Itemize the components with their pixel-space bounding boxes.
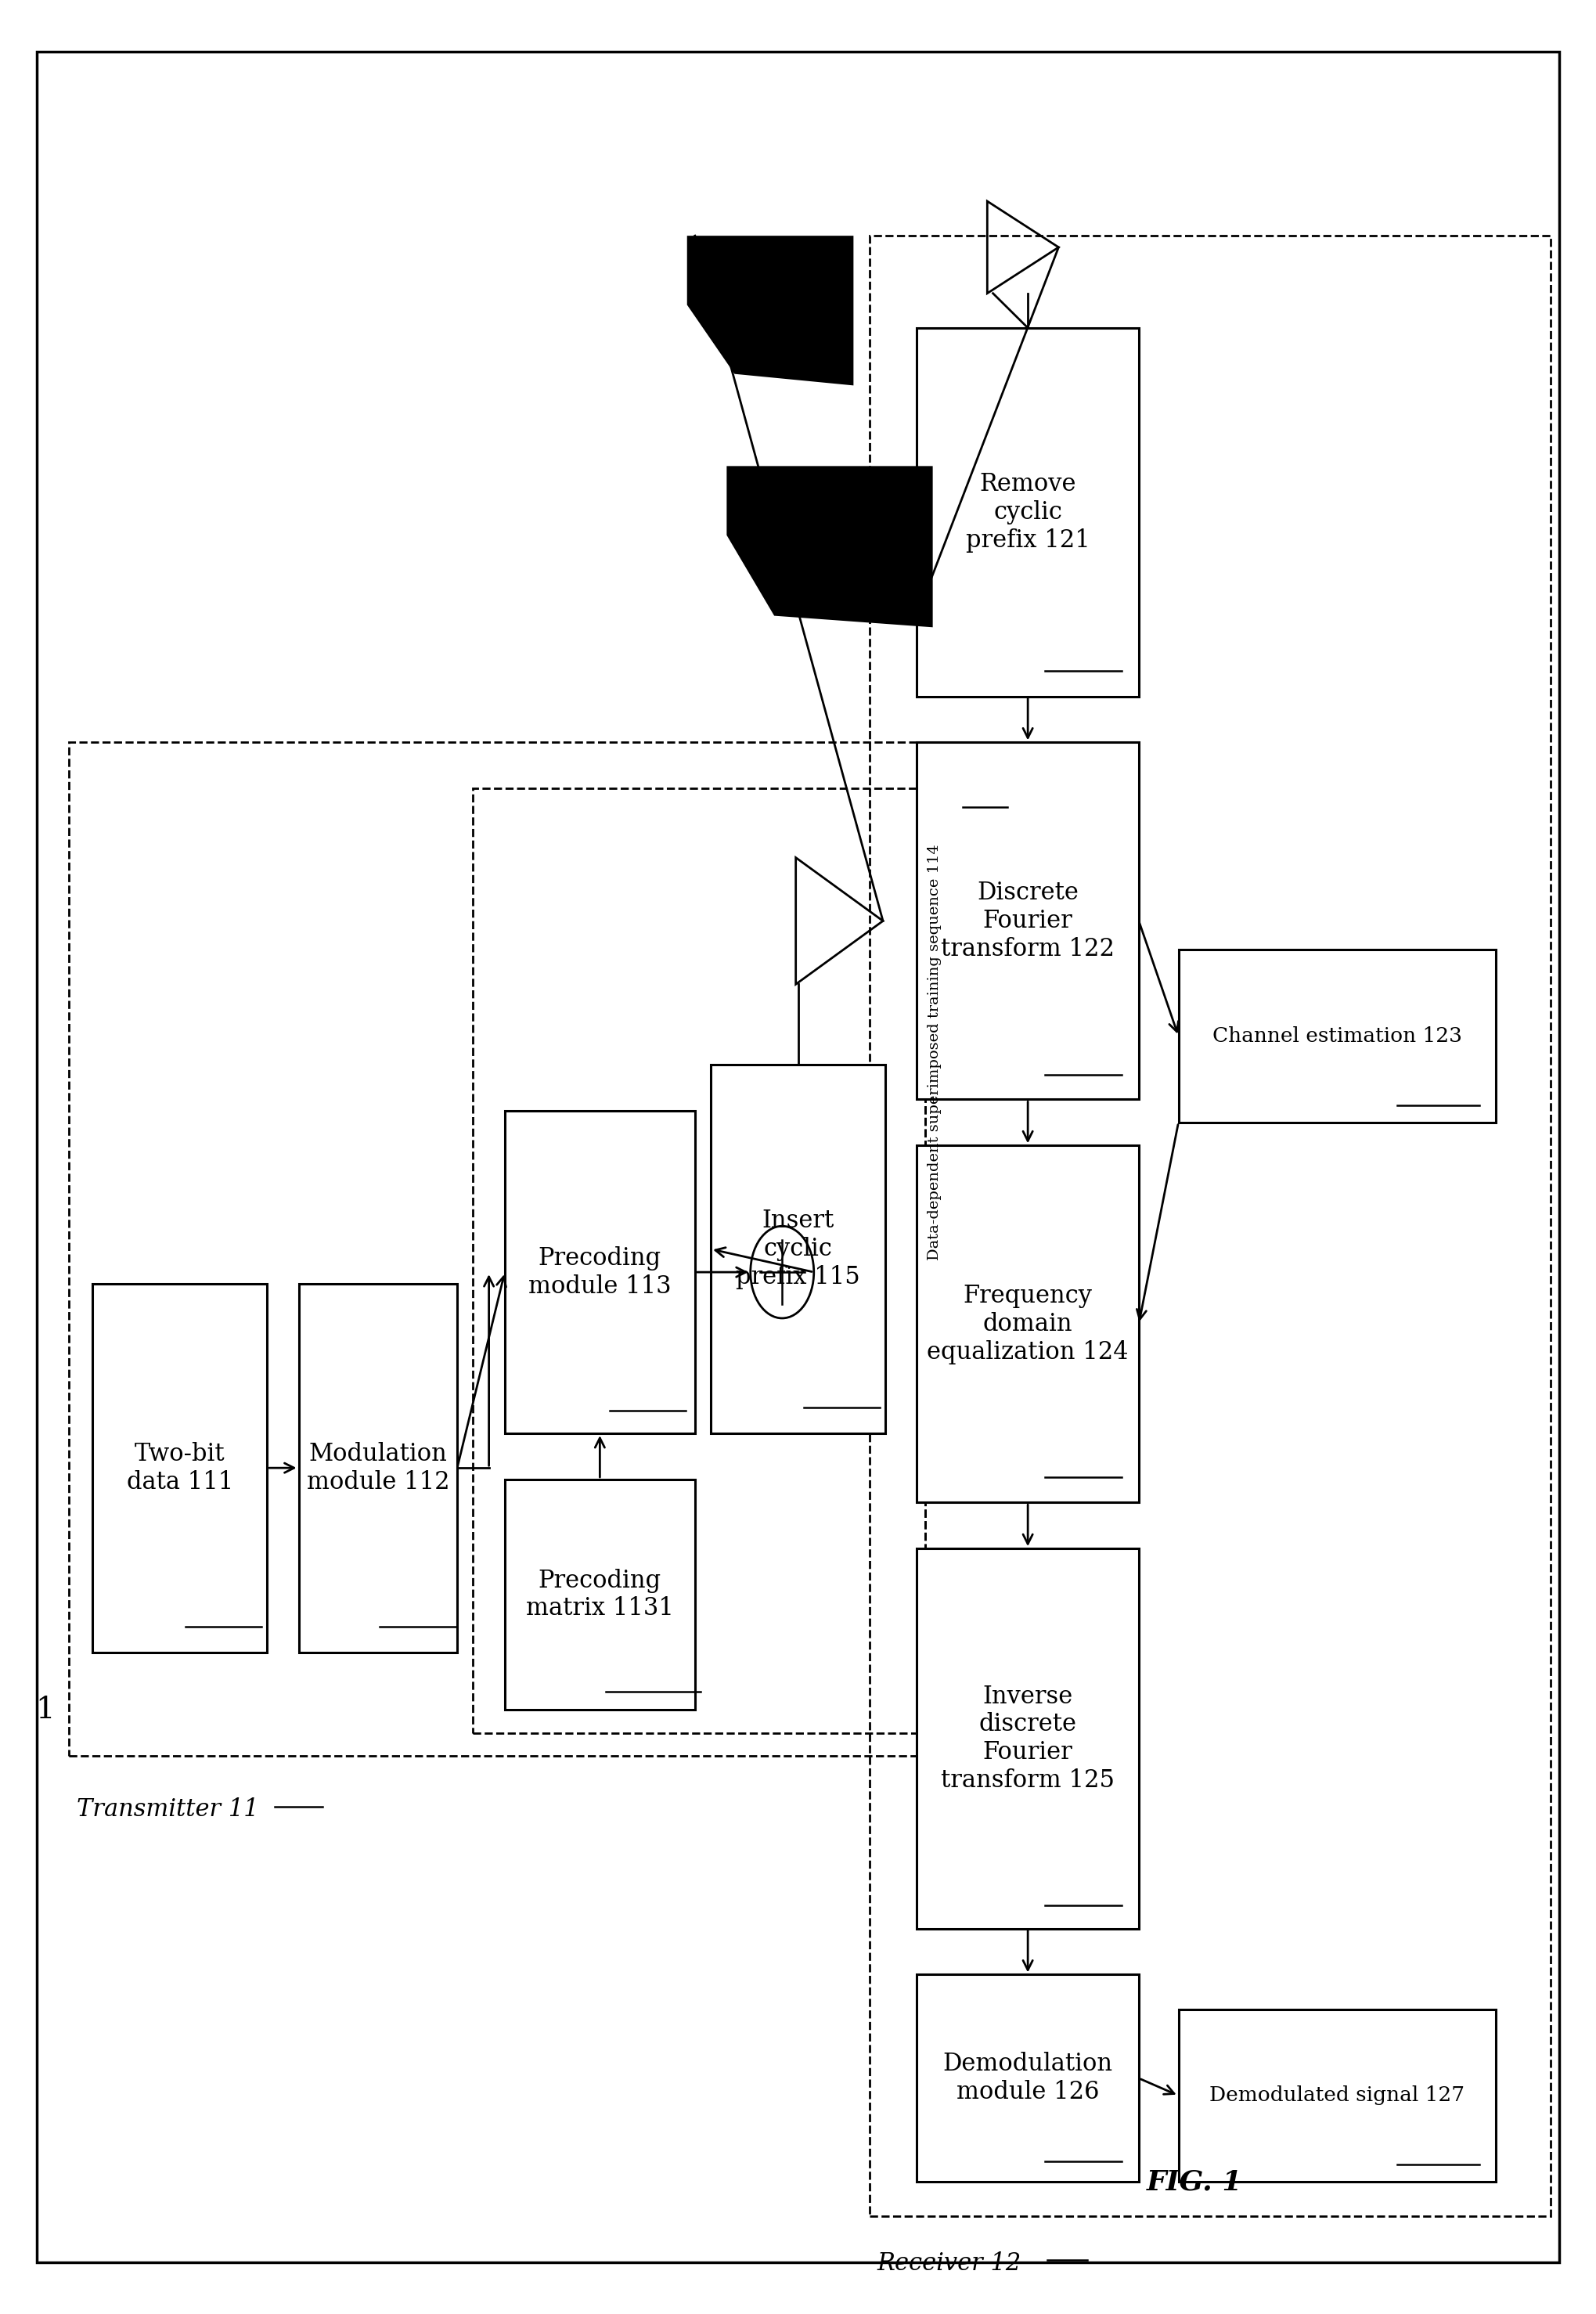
Text: Remove
cyclic
prefix 121: Remove cyclic prefix 121	[966, 472, 1090, 553]
Bar	[472, 789, 924, 1733]
Bar	[916, 329, 1140, 697]
Text: Data-dependent superimposed training sequence 114: Data-dependent superimposed training seq…	[927, 845, 942, 1261]
Text: Two-bit
data 111: Two-bit data 111	[126, 1442, 233, 1495]
Bar	[916, 1548, 1140, 1928]
Text: Modulation
module 112: Modulation module 112	[306, 1442, 450, 1495]
Text: Precoding
module 113: Precoding module 113	[528, 1245, 672, 1298]
Bar	[504, 1111, 694, 1432]
Text: Demodulation
module 126: Demodulation module 126	[943, 2053, 1112, 2103]
Text: Channel estimation 123: Channel estimation 123	[1211, 1027, 1462, 1046]
Bar	[710, 1064, 886, 1432]
Text: FIG. 1: FIG. 1	[1146, 2168, 1242, 2196]
Text: Frequency
domain
equalization 124: Frequency domain equalization 124	[927, 1284, 1128, 1365]
Bar	[916, 1974, 1140, 2182]
Text: Precoding
matrix 1131: Precoding matrix 1131	[527, 1569, 674, 1620]
Text: 1: 1	[35, 1696, 54, 1724]
Bar	[298, 1284, 456, 1652]
Polygon shape	[686, 236, 854, 386]
Text: Demodulated signal 127: Demodulated signal 127	[1210, 2085, 1465, 2106]
Bar	[69, 743, 924, 1756]
Text: Receiver 12: Receiver 12	[878, 2252, 1021, 2275]
Polygon shape	[726, 465, 932, 627]
Text: Transmitter 11: Transmitter 11	[77, 1798, 259, 1821]
Bar	[93, 1284, 267, 1652]
Text: Discrete
Fourier
transform 122: Discrete Fourier transform 122	[942, 882, 1114, 960]
Bar	[916, 743, 1140, 1099]
Text: Insert
cyclic
prefix 115: Insert cyclic prefix 115	[736, 1208, 860, 1289]
Bar	[916, 1145, 1140, 1502]
Text: Inverse
discrete
Fourier
transform 125: Inverse discrete Fourier transform 125	[942, 1685, 1114, 1793]
Bar	[504, 1479, 694, 1710]
Bar	[870, 236, 1551, 2217]
Bar	[1178, 2009, 1495, 2182]
Bar	[1178, 949, 1495, 1122]
